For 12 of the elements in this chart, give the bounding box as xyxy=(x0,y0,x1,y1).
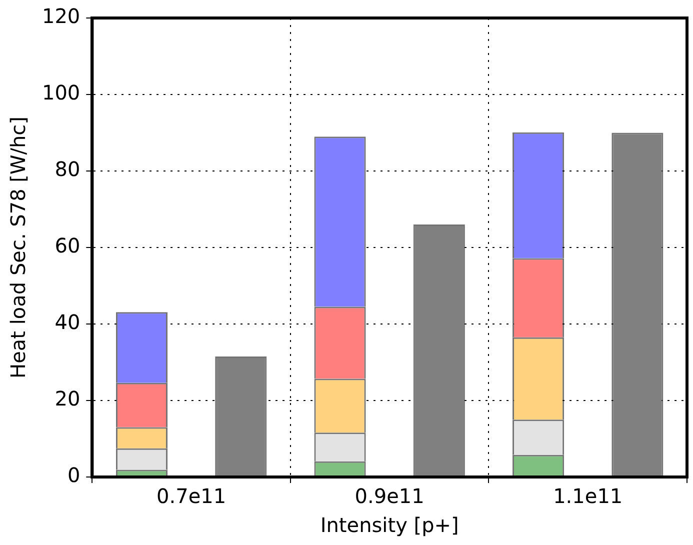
y-tick-label: 120 xyxy=(42,4,80,28)
y-tick-label: 20 xyxy=(54,386,80,411)
x-axis-title: Intensity [p+] xyxy=(320,513,459,538)
y-tick-label: 80 xyxy=(54,157,80,182)
y-tick-label: 100 xyxy=(42,80,80,105)
x-tick-label: 0.7e11 xyxy=(156,484,226,508)
y-axis-title: Heat load Sec. S78 [W/hc] xyxy=(6,116,30,378)
x-tick-label: 0.9e11 xyxy=(354,484,424,508)
y-tick-label: 40 xyxy=(54,310,80,334)
x-tick-label: 1.1e11 xyxy=(553,484,623,508)
y-tick-label: 60 xyxy=(54,234,80,258)
y-tick-label: 0 xyxy=(67,463,80,488)
